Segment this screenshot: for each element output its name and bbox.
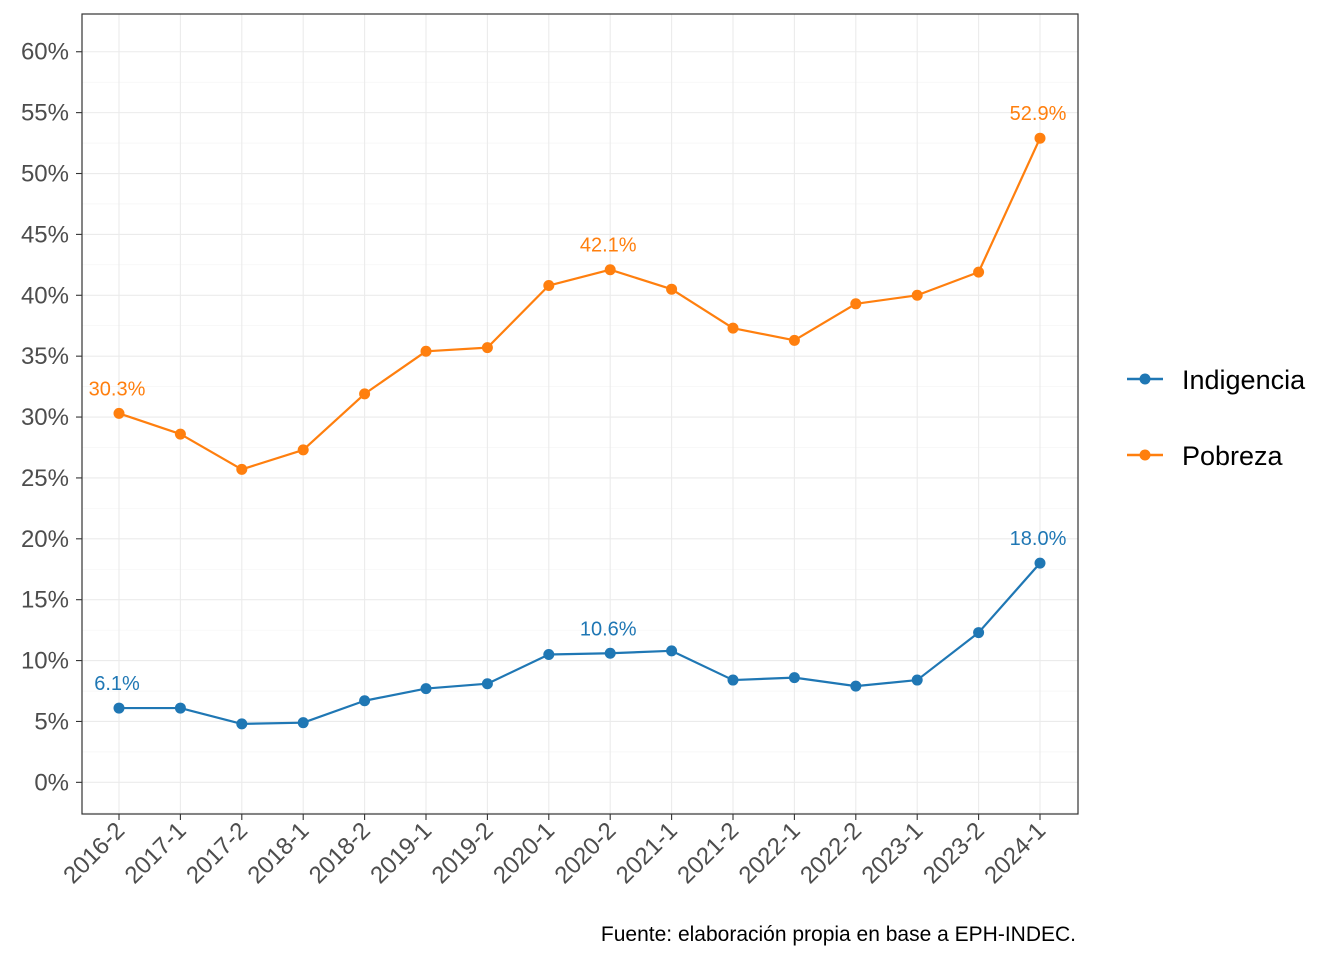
- data-point: [236, 463, 248, 475]
- data-point: [604, 264, 616, 276]
- series-layer: 6.1% 10.6% 18.0% 30.3% 42.1% 52.9%: [89, 103, 1067, 730]
- y-tick-label: 30%: [21, 404, 69, 431]
- x-tick-label: 2016-2: [58, 817, 130, 889]
- data-point: [973, 266, 985, 278]
- data-label: 10.6%: [580, 618, 637, 640]
- chart-caption: Fuente: elaboración propia en base a EPH…: [601, 923, 1076, 946]
- data-point: [1034, 132, 1046, 144]
- data-point: [727, 322, 739, 334]
- data-point: [788, 672, 800, 684]
- data-point: [174, 702, 186, 714]
- data-point: [481, 678, 493, 690]
- y-tick-label: 40%: [21, 282, 69, 309]
- data-point: [543, 280, 555, 292]
- legend-item-indigencia: Indigencia: [1127, 365, 1306, 395]
- data-point: [666, 645, 678, 657]
- legend-marker: [1139, 449, 1151, 461]
- grid-minor-lines: [82, 81, 1078, 814]
- y-tick-label: 15%: [21, 587, 69, 614]
- legend-item-pobreza: Pobreza: [1127, 441, 1284, 471]
- y-tick-label: 5%: [34, 708, 69, 735]
- x-tick-label: 2018-2: [304, 817, 376, 889]
- x-tick-label: 2019-2: [427, 817, 499, 889]
- data-point: [911, 674, 923, 686]
- series-line: [119, 562, 1041, 725]
- data-point: [420, 683, 432, 695]
- data-point: [1034, 557, 1046, 569]
- data-point: [850, 298, 862, 310]
- y-tick-label: 35%: [21, 343, 69, 370]
- series-pobreza: 30.3% 42.1% 52.9%: [89, 103, 1067, 475]
- data-point: [359, 388, 371, 400]
- x-tick-label: 2021-1: [611, 817, 683, 889]
- data-point: [297, 444, 309, 456]
- data-point: [359, 695, 371, 707]
- x-tick-label: 2023-2: [918, 817, 990, 889]
- grid-major-lines: [82, 14, 1078, 814]
- data-point: [850, 680, 862, 692]
- x-tick-label: 2018-1: [243, 817, 315, 889]
- data-point: [113, 407, 125, 419]
- data-point: [973, 627, 985, 639]
- y-tick-label: 45%: [21, 221, 69, 248]
- x-tick-label: 2017-1: [120, 817, 192, 889]
- data-label: 52.9%: [1010, 103, 1067, 125]
- x-tick-label: 2024-1: [979, 817, 1051, 889]
- data-point: [788, 334, 800, 346]
- data-point: [236, 718, 248, 730]
- x-tick-label: 2020-2: [550, 817, 622, 889]
- y-tick-label: 10%: [21, 648, 69, 675]
- x-tick-label: 2023-1: [857, 817, 929, 889]
- y-tick-label: 0%: [34, 769, 69, 796]
- y-tick-label: 60%: [21, 39, 69, 66]
- data-point: [911, 289, 923, 301]
- series-line: [118, 137, 1041, 471]
- x-axis: 2016-22017-12017-22018-12018-22019-12019…: [58, 814, 1051, 889]
- series-indigencia: 6.1% 10.6% 18.0%: [94, 528, 1067, 730]
- y-tick-label: 20%: [21, 526, 69, 553]
- data-point: [481, 342, 493, 354]
- data-label: 18.0%: [1010, 528, 1067, 550]
- y-tick-label: 50%: [21, 161, 69, 188]
- x-tick-label: 2019-1: [365, 817, 437, 889]
- legend-marker: [1139, 373, 1151, 385]
- y-tick-label: 25%: [21, 465, 69, 492]
- data-point: [666, 283, 678, 295]
- data-point: [543, 648, 555, 660]
- x-tick-label: 2017-2: [181, 817, 253, 889]
- data-label: 6.1%: [94, 673, 140, 695]
- data-point: [420, 345, 432, 357]
- y-tick-label: 55%: [21, 100, 69, 127]
- data-point: [113, 702, 125, 714]
- data-label: 42.1%: [580, 235, 637, 257]
- data-point: [297, 717, 309, 729]
- x-tick-label: 2021-2: [672, 817, 744, 889]
- data-point: [727, 674, 739, 686]
- data-label: 30.3%: [89, 378, 146, 400]
- y-axis: 0% 5% 10% 15% 20% 25% 30% 35% 40% 45% 50% 55% 60%: [21, 39, 82, 796]
- legend-label: Pobreza: [1182, 441, 1284, 471]
- x-tick-label: 2022-2: [795, 817, 867, 889]
- data-point: [604, 647, 616, 659]
- data-point: [174, 428, 186, 440]
- x-tick-label: 2020-1: [488, 817, 560, 889]
- x-tick-label: 2022-1: [734, 817, 806, 889]
- plot-panel-border: [81, 13, 1079, 815]
- legend: Indigencia Pobreza: [1127, 365, 1306, 471]
- legend-label: Indigencia: [1182, 365, 1306, 395]
